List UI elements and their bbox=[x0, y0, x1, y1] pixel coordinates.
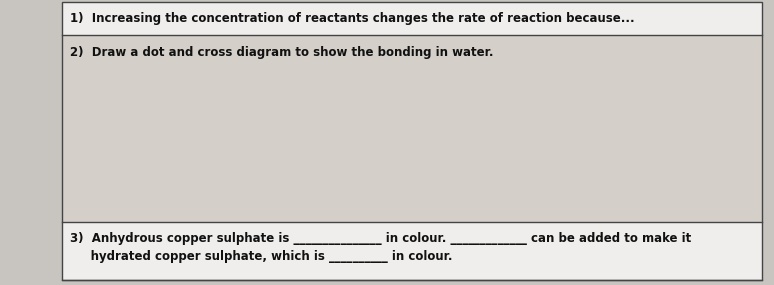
Text: hydrated copper sulphate, which is __________ in colour.: hydrated copper sulphate, which is _____… bbox=[70, 250, 453, 263]
Bar bbox=[62, 222, 762, 280]
Bar bbox=[62, 2, 762, 35]
Bar bbox=[62, 35, 762, 222]
Text: 2)  Draw a dot and cross diagram to show the bonding in water.: 2) Draw a dot and cross diagram to show … bbox=[70, 46, 494, 59]
Text: 1)  Increasing the concentration of reactants changes the rate of reaction becau: 1) Increasing the concentration of react… bbox=[70, 12, 635, 25]
Text: 3)  Anhydrous copper sulphate is _______________ in colour. _____________ can be: 3) Anhydrous copper sulphate is ________… bbox=[70, 232, 691, 245]
